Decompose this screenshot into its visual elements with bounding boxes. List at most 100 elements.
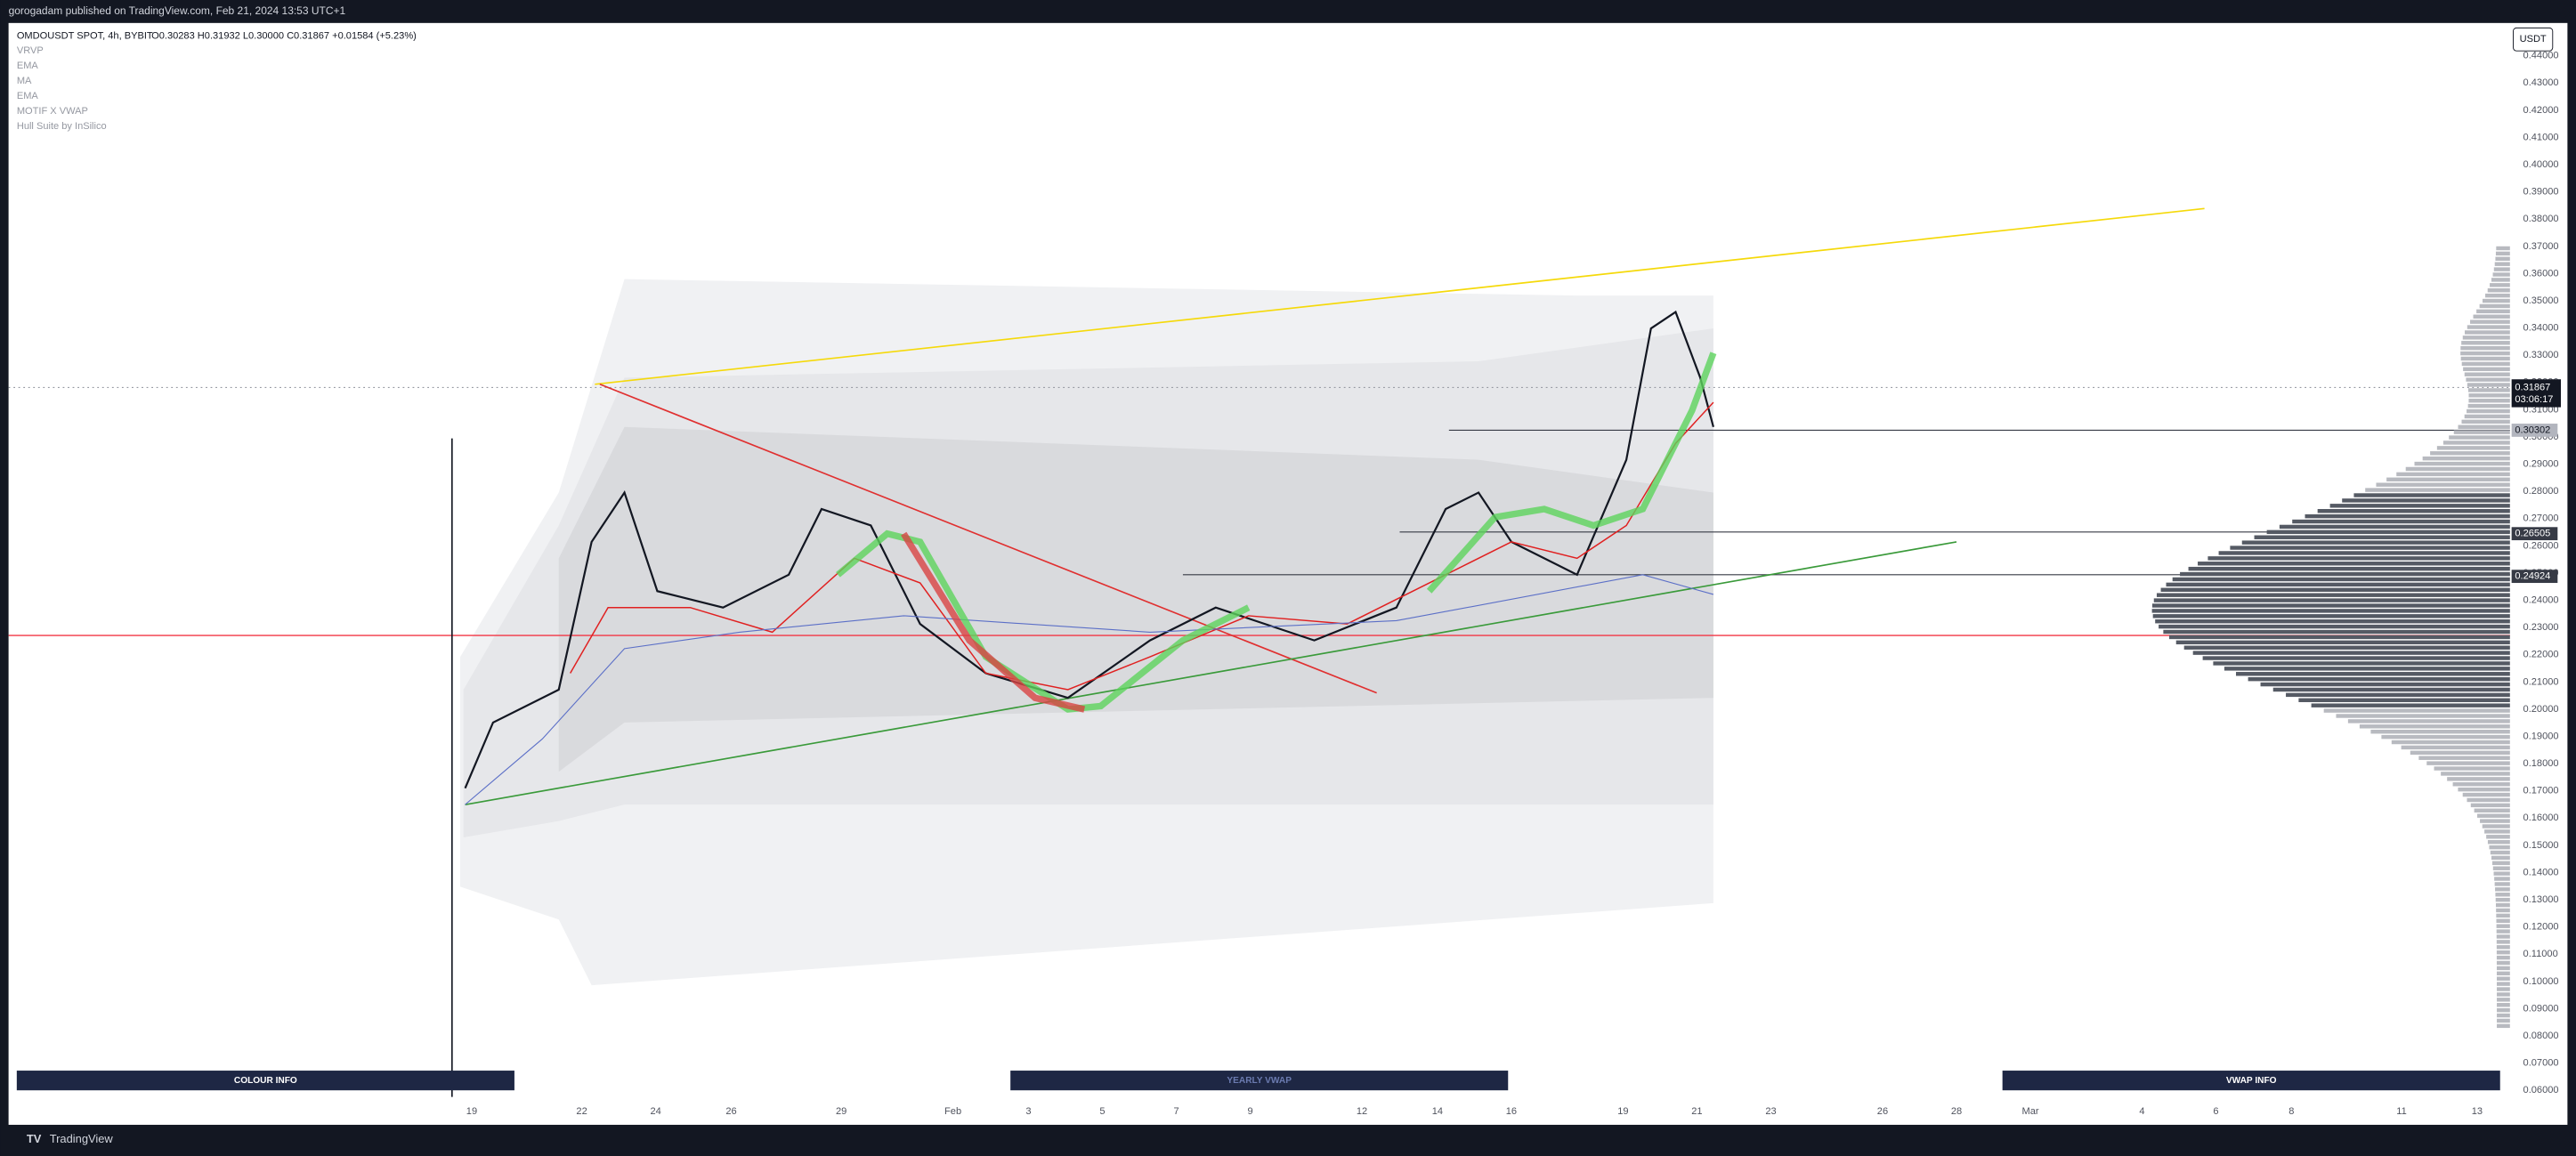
profile-bar — [2342, 498, 2510, 503]
profile-bar — [2370, 729, 2510, 734]
profile-bar — [2494, 882, 2510, 886]
profile-bar — [2497, 998, 2510, 1002]
button[interactable] — [1010, 1071, 1509, 1091]
profile-bar — [2441, 772, 2510, 776]
profile-bar — [2192, 651, 2510, 655]
profile-bar — [2496, 934, 2510, 939]
price-label: 0.34000 — [2523, 323, 2559, 334]
profile-bar — [2172, 577, 2510, 582]
last-price: 0.31867 — [2515, 382, 2550, 392]
profile-bar — [2442, 441, 2510, 445]
profile-bar — [2376, 482, 2510, 487]
price-label: 0.40000 — [2523, 159, 2559, 170]
volume-profile — [2151, 246, 2510, 1029]
legend-indicator: MOTIF X VWAP — [17, 106, 88, 117]
profile-bar — [2248, 676, 2510, 682]
price-label: 0.28000 — [2523, 486, 2559, 497]
profile-bar — [2336, 714, 2510, 718]
profile-bar — [2470, 803, 2510, 808]
footer-brand: TradingView — [50, 1132, 114, 1145]
footer-logo: TV — [27, 1132, 42, 1145]
profile-bar — [2463, 367, 2510, 372]
inner-band — [558, 426, 1713, 772]
profile-bar — [2166, 582, 2510, 587]
profile-bar — [2180, 571, 2510, 577]
date-label: 7 — [1173, 1106, 1179, 1117]
legend-ohlc: O0.30283 H0.31932 L0.30000 C0.31867 +0.0… — [151, 31, 417, 42]
profile-bar — [2490, 283, 2510, 287]
profile-bar — [2449, 435, 2510, 440]
profile-bar — [2391, 740, 2510, 745]
profile-bar — [2480, 819, 2510, 823]
profile-bar — [2202, 656, 2510, 660]
profile-bar — [2175, 640, 2510, 645]
profile-bar — [2381, 734, 2510, 740]
profile-bar — [2353, 493, 2510, 497]
profile-bar — [2495, 256, 2510, 262]
button-label[interactable]: VWAP INFO — [2226, 1076, 2277, 1086]
level-price: 0.30302 — [2515, 424, 2550, 435]
date-label: 4 — [2139, 1106, 2144, 1117]
profile-bar — [2224, 667, 2510, 671]
profile-bar — [2461, 361, 2510, 367]
button[interactable] — [16, 1071, 514, 1091]
profile-bar — [2497, 987, 2510, 991]
profile-bar — [2188, 566, 2510, 571]
profile-bar — [2495, 897, 2510, 902]
price-label: 0.41000 — [2523, 132, 2559, 142]
profile-bar — [2458, 424, 2510, 429]
trend-line — [465, 541, 1957, 805]
bands — [460, 279, 1713, 986]
profile-bar — [2467, 408, 2510, 414]
profile-bar — [2279, 524, 2510, 529]
profile-bar — [2260, 682, 2510, 687]
price-label: 0.06000 — [2523, 1085, 2559, 1095]
legend-indicator: Hull Suite by InSilico — [17, 121, 107, 132]
profile-bar — [2482, 298, 2510, 303]
profile-bar — [2152, 614, 2510, 618]
date-label: 26 — [725, 1106, 736, 1117]
date-label: 29 — [836, 1106, 847, 1117]
trend-line — [595, 207, 2205, 385]
price-path — [464, 310, 1714, 789]
profile-bar — [2198, 562, 2510, 566]
profile-bar — [2496, 960, 2510, 966]
date-label: 11 — [2396, 1106, 2406, 1117]
profile-bar — [2218, 551, 2510, 555]
hull-band — [901, 531, 1086, 713]
vwap-line — [465, 574, 1714, 805]
profile-bar — [2386, 477, 2510, 482]
legend-indicator: EMA — [17, 91, 39, 101]
profile-bar — [2487, 839, 2510, 845]
profile-bar — [2494, 877, 2510, 881]
profile-bar — [2486, 835, 2510, 839]
profile-bar — [2311, 703, 2510, 707]
legend: OMDOUSDT SPOT, 4h, BYBIT O0.30283 H0.319… — [17, 31, 417, 132]
profile-bar — [2183, 645, 2510, 650]
profile-bar — [2470, 319, 2510, 324]
currency-box[interactable] — [2513, 27, 2554, 52]
profile-bar — [2151, 609, 2510, 613]
price-label: 0.09000 — [2523, 1003, 2559, 1014]
button-label[interactable]: YEARLY VWAP — [1227, 1076, 1292, 1086]
currency[interactable]: USDT — [2520, 34, 2547, 44]
date-label: 19 — [1617, 1106, 1628, 1117]
trend-line — [599, 383, 1377, 694]
profile-bar — [2497, 1007, 2510, 1013]
profile-bar — [2464, 414, 2510, 419]
date-label: 26 — [1877, 1106, 1888, 1117]
price-label: 0.26000 — [2523, 540, 2559, 551]
profile-bar — [2462, 335, 2510, 340]
button-label[interactable]: COLOUR INFO — [234, 1076, 297, 1086]
profile-bar — [2491, 855, 2510, 861]
price-label: 0.37000 — [2523, 241, 2559, 252]
date-label: 14 — [1432, 1106, 1443, 1117]
profile-bar — [2426, 761, 2510, 765]
profile-bar — [2156, 593, 2510, 597]
price-label: 0.08000 — [2523, 1031, 2559, 1041]
button[interactable] — [2002, 1071, 2500, 1091]
profile-bar — [2405, 466, 2510, 472]
profile-bar — [2434, 766, 2510, 771]
price-label: 0.12000 — [2523, 922, 2559, 933]
profile-bar — [2496, 955, 2510, 960]
